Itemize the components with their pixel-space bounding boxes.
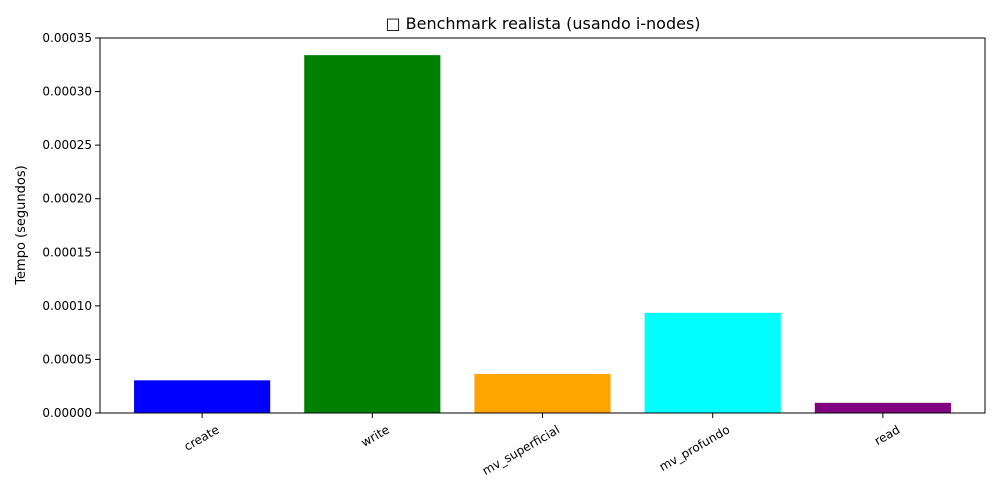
x-tick-label: mv_profundo: [657, 422, 732, 474]
x-tick-label: write: [359, 422, 392, 449]
bar-read: [814, 402, 951, 413]
plot-frame: [99, 37, 986, 414]
y-axis-ticks: 0.00000 0.00005 0.00010 0.00015 0.00020 0.000…: [42, 31, 100, 420]
bar-mv_profundo: [644, 312, 781, 413]
y-tick-label: 0.00010: [42, 299, 92, 313]
x-tick-label: mv_superficial: [480, 422, 562, 478]
bar-create: [134, 380, 271, 413]
y-tick-label: 0.00020: [42, 192, 92, 206]
bar-write: [304, 55, 441, 414]
y-tick-label: 0.00035: [42, 31, 92, 45]
x-tick-label: create: [182, 422, 222, 453]
y-tick-label: 0.00000: [42, 406, 92, 420]
x-axis-ticks: create write mv_superficial mv_profundo read: [182, 413, 902, 478]
y-axis-label: Tempo (segundos): [14, 165, 29, 285]
y-tick-label: 0.00015: [42, 245, 92, 259]
y-tick-label: 0.00005: [42, 352, 92, 366]
y-tick-label: 0.00030: [42, 85, 92, 99]
chart-title: □ Benchmark realista (usando i-nodes): [385, 14, 700, 33]
y-tick-label: 0.00025: [42, 138, 92, 152]
x-tick-label: read: [872, 422, 902, 448]
bar-mv_superficial: [474, 373, 611, 413]
bars-layer: [134, 55, 951, 414]
